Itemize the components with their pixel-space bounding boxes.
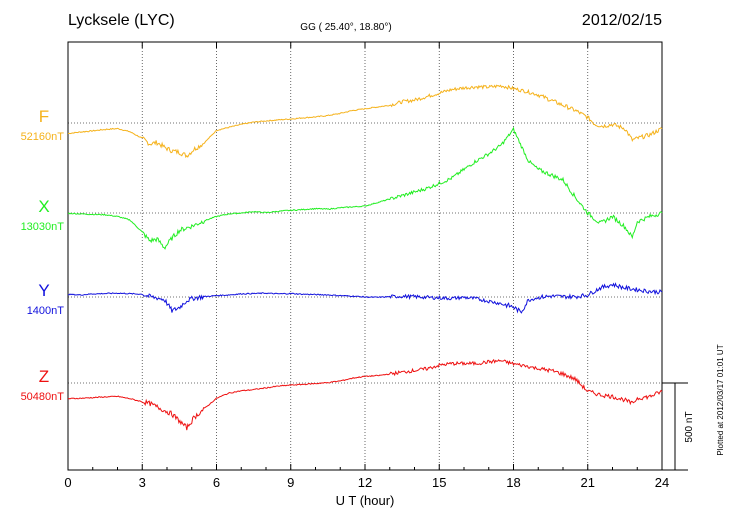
x-tick-label: 0: [64, 475, 71, 490]
series-labels: F 52160nT X 13030nT Y 1400nT Z 50480nT: [21, 107, 65, 403]
series-line-x: [67, 126, 663, 250]
x-tick-label: 15: [432, 475, 446, 490]
series-name-f: F: [39, 107, 49, 126]
x-tick-label: 9: [287, 475, 294, 490]
series-line-f: [67, 84, 663, 159]
series-baseline-z: 50480nT: [21, 391, 65, 403]
vertical-grid: [141, 42, 589, 470]
plotted-timestamp: Plotted at 2012/03/17 01:01 UT: [716, 344, 725, 455]
series-name-z: Z: [39, 367, 49, 386]
scale-bar-label: 500 nT: [684, 411, 695, 442]
x-tick-label: 18: [506, 475, 520, 490]
series-line-y: [67, 282, 663, 314]
station-coordinates: GG ( 25.40°, 18.80°): [300, 22, 391, 33]
series-name-x: X: [38, 197, 49, 216]
x-axis-label: U T (hour): [336, 493, 395, 508]
series-baseline-f: 52160nT: [21, 131, 65, 143]
x-tick-label: 3: [139, 475, 146, 490]
x-tick-label: 21: [581, 475, 595, 490]
series-name-y: Y: [38, 281, 49, 300]
station-title: Lycksele (LYC): [68, 12, 175, 29]
x-tick-label: 24: [655, 475, 669, 490]
series-line-z: [67, 358, 663, 431]
x-tick-label: 12: [358, 475, 372, 490]
series-baseline-y: 1400nT: [27, 305, 65, 317]
scale-bar: 500 nT: [662, 382, 695, 471]
series-lines: [67, 84, 663, 431]
plot-date: 2012/02/15: [582, 12, 662, 29]
x-tick-label: 6: [213, 475, 220, 490]
x-axis-ticks: 0 3 6 9 12 15 18 21 24: [64, 42, 669, 490]
series-baseline-x: 13030nT: [21, 221, 65, 233]
